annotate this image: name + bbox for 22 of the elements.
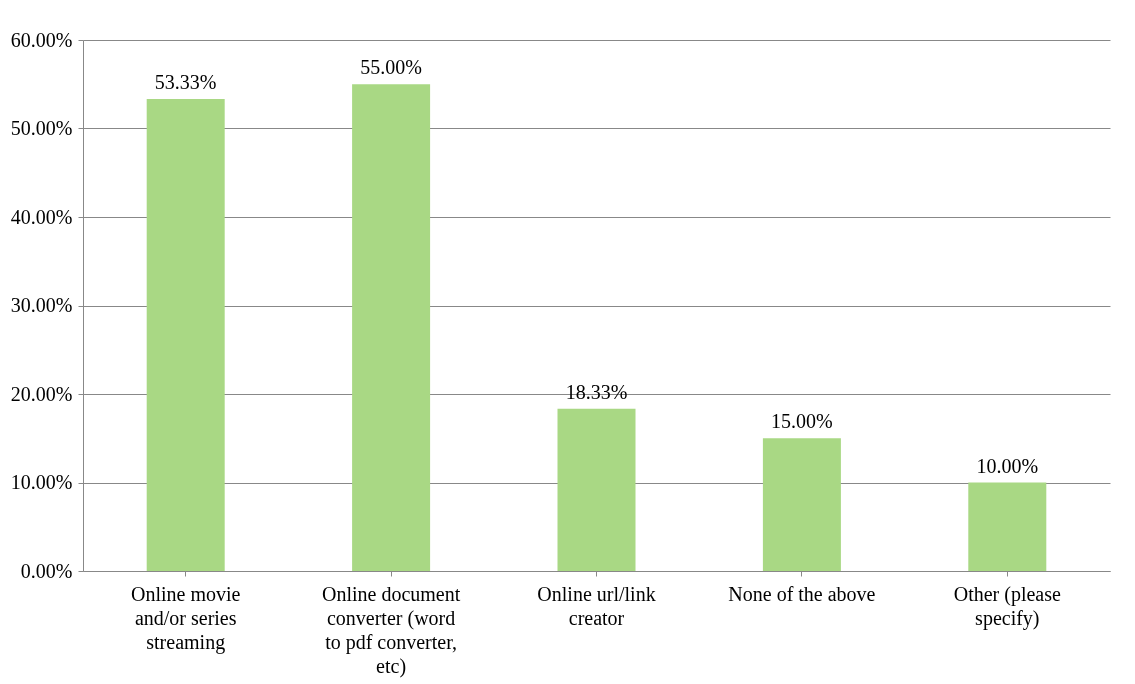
y-tick-label: 30.00% bbox=[10, 294, 73, 316]
data-label: 15.00% bbox=[771, 410, 833, 433]
x-tick-label: None of the above bbox=[728, 582, 876, 605]
data-label: 18.33% bbox=[565, 380, 628, 403]
y-tick-label: 0.00% bbox=[20, 559, 73, 582]
bar bbox=[762, 438, 841, 571]
data-label: 53.33% bbox=[154, 71, 217, 94]
x-tick-label: Online document converter (word to pdf converter, etc) bbox=[321, 582, 461, 678]
bar bbox=[968, 482, 1047, 571]
y-tick-label: 50.00% bbox=[10, 117, 73, 139]
x-tick-label: Online movie and/or series streaming bbox=[130, 582, 241, 654]
y-tick-label: 20.00% bbox=[10, 382, 73, 405]
bar bbox=[352, 84, 431, 571]
data-label: 55.00% bbox=[360, 56, 422, 79]
x-tick-label: Other (please specify) bbox=[953, 582, 1062, 630]
y-tick-label: 10.00% bbox=[10, 471, 73, 493]
y-tick-label: 60.00% bbox=[10, 28, 73, 51]
bar bbox=[557, 408, 636, 571]
x-tick-label: Online url/link creator bbox=[537, 582, 656, 629]
data-label: 10.00% bbox=[976, 454, 1039, 477]
y-tick-label: 40.00% bbox=[10, 205, 73, 228]
bar bbox=[146, 99, 225, 571]
